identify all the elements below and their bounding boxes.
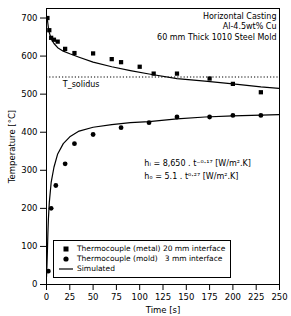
svg-text:100: 100: [21, 241, 37, 251]
svg-text:hₒ = 5.1 . t⁰·²⁷ [W/m².K]: hₒ = 5.1 . t⁰·²⁷ [W/m².K]: [144, 172, 238, 181]
svg-text:225: 225: [248, 292, 264, 302]
svg-text:0: 0: [32, 279, 37, 289]
svg-text:75: 75: [111, 292, 122, 302]
svg-text:125: 125: [155, 292, 171, 302]
html-text:Thermocouple (metal) 20 mm int: Thermocouple (metal) 20 mm interface: [77, 244, 226, 253]
svg-text:300: 300: [21, 165, 37, 175]
svg-text:T_solidus: T_solidus: [62, 80, 100, 89]
svg-text:Temperature [°C]: Temperature [°C]: [7, 110, 17, 184]
svg-text:200: 200: [21, 203, 37, 213]
svg-text:Time [s]: Time [s]: [145, 305, 181, 315]
svg-text:700: 700: [21, 13, 37, 23]
svg-text:500: 500: [21, 89, 37, 99]
svg-text:hᵢ = 8,650 . t⁻⁰·¹⁷ [W/m².K]: hᵢ = 8,650 . t⁻⁰·¹⁷ [W/m².K]: [144, 159, 251, 168]
html-text:Simulated: Simulated: [77, 264, 115, 273]
svg-text:175: 175: [201, 292, 217, 302]
svg-text:250: 250: [271, 292, 287, 302]
svg-text:100: 100: [132, 292, 148, 302]
svg-text:200: 200: [225, 292, 241, 302]
html-text:Thermocouple (mold) 3 mm inter: Thermocouple (mold) 3 mm interface: [77, 254, 223, 263]
svg-text:400: 400: [21, 127, 37, 137]
svg-text:600: 600: [21, 51, 37, 61]
svg-text:150: 150: [178, 292, 194, 302]
svg-text:25: 25: [64, 292, 75, 302]
svg-text:0: 0: [44, 292, 49, 302]
svg-text:50: 50: [88, 292, 99, 302]
svg-text:Horizontal CastingAl-4.5wt% Cu: Horizontal CastingAl-4.5wt% Cu60 mm Thic…: [157, 12, 276, 42]
